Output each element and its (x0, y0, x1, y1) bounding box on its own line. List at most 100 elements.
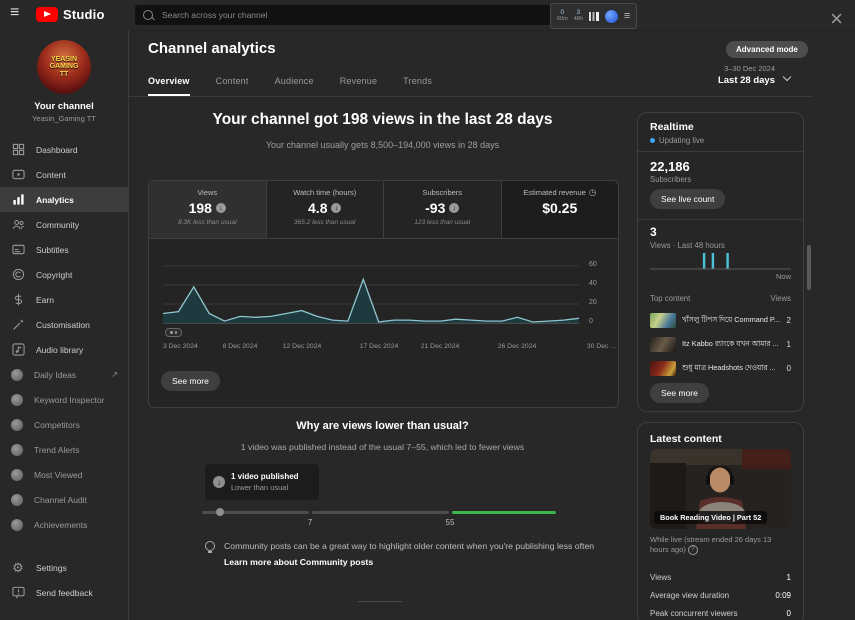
date-range-label: Last 28 days (717, 75, 775, 86)
brand-name: Studio (63, 7, 105, 22)
advanced-mode-button[interactable]: Advanced mode (726, 41, 808, 58)
close-icon[interactable]: × (830, 6, 843, 31)
tab-trends[interactable]: Trends (403, 76, 433, 86)
widget-menu-icon[interactable]: ≡ (623, 9, 631, 22)
tab-audience[interactable]: Audience (274, 76, 314, 86)
sidebar-item-customisation[interactable]: Customisation (0, 312, 128, 337)
help-icon[interactable]: ? (687, 545, 698, 556)
extension-circle-icon (11, 468, 23, 481)
top-content-views-header: Views (770, 294, 791, 303)
sidebar-item-community[interactable]: Community (0, 212, 128, 237)
range-min-label: 7 (307, 518, 313, 527)
community-tip-link[interactable]: Learn more about Community posts (224, 557, 374, 567)
sidebar-item-trend-alerts[interactable]: Trend Alerts (0, 437, 128, 462)
subscribers-count: 22,186 (650, 159, 690, 174)
see-more-button[interactable]: See more (650, 383, 709, 403)
analytics-tabs: Overview Content Audience Revenue Trends (148, 76, 432, 96)
search-icon (143, 10, 153, 20)
widget-chart-icon[interactable] (588, 11, 599, 21)
widget-stat-views: 0 60m (557, 9, 568, 22)
sidebar-item-settings[interactable]: ⚙ Settings (12, 560, 67, 575)
hamburger-menu-icon[interactable]: ≡ (10, 4, 20, 21)
widget-stat-hours: 3 48h (573, 9, 583, 22)
latest-video-status: While live (stream ended 26 days 13 hour… (650, 535, 772, 556)
topbar: ≡ Studio 0 60m 3 48h ≡ × (0, 0, 855, 31)
chevron-down-icon[interactable] (782, 72, 792, 82)
tab-overview[interactable]: Overview (148, 76, 190, 96)
sidebar-item-analytics[interactable]: Analytics (0, 187, 128, 212)
top-content-row[interactable]: Itz Kabbo র‍্যাংকে যখন আমার ... 1 (650, 335, 791, 354)
external-link-icon: ↗ (111, 370, 118, 379)
top-content-header: Top content (650, 294, 691, 303)
latest-content-card: Latest content Book Reading Video | Part… (637, 422, 804, 620)
widget-extension-icon[interactable] (604, 9, 618, 23)
see-live-count-button[interactable]: See live count (650, 189, 726, 209)
date-range-selector[interactable]: 3–30 Dec 2024 Last 28 days (640, 64, 775, 86)
channel-label: Your channel (34, 101, 94, 112)
scrollbar-thumb[interactable] (807, 245, 811, 290)
wand-icon (11, 318, 25, 332)
extension-circle-icon (11, 393, 23, 406)
search-bar[interactable] (135, 5, 559, 25)
search-input[interactable] (160, 9, 551, 21)
sidebar-item-daily-ideas[interactable]: Daily Ideas ↗ (0, 362, 128, 387)
subscribers-label: Subscribers (650, 175, 692, 184)
views-48h-count: 3 (650, 225, 657, 239)
sidebar-item-content[interactable]: Content (0, 162, 128, 187)
see-more-button[interactable]: See more (161, 371, 220, 391)
date-range-text: 3–30 Dec 2024 (724, 64, 775, 73)
metric-subscribers[interactable]: Subscribers -93 ↓ 123 less than usual (384, 181, 502, 238)
y-axis-tick: 0 (589, 318, 593, 325)
video-thumbnail (650, 313, 676, 328)
tab-revenue[interactable]: Revenue (339, 76, 378, 86)
top-content-row[interactable]: শুধু মাত্র Headshots দেওয়ার ... 0 (650, 359, 791, 378)
sidebar-item-earn[interactable]: Earn (0, 287, 128, 312)
trend-down-icon: ↓ (331, 203, 342, 213)
studio-logo[interactable]: Studio (36, 7, 105, 22)
x-axis-tick: 30 Dec ... (586, 343, 616, 350)
x-axis-tick: 17 Dec 2024 (359, 343, 399, 350)
latest-video-thumbnail[interactable]: Book Reading Video | Part 52 (650, 449, 791, 529)
down-arrow-circle-icon: ↓ (213, 476, 225, 488)
sidebar-footer: ⚙ Settings Send feedback (0, 555, 128, 605)
channel-avatar[interactable]: YEASIN GAMING TT (37, 40, 91, 94)
sidebar-item-copyright[interactable]: Copyright (0, 262, 128, 287)
analytics-card: Views 198 ↓ 8.3K less than usual Watch ti… (148, 180, 619, 408)
overview-subheadline: Your channel usually gets 8,500–194,000 … (265, 140, 500, 150)
sidebar-item-dashboard[interactable]: Dashboard (0, 137, 128, 162)
realtime-card: Realtime Updating live 22,186 Subscriber… (637, 112, 804, 412)
video-published-marker[interactable] (165, 328, 182, 337)
community-icon (11, 218, 25, 232)
dashboard-icon (11, 143, 25, 157)
x-axis-tick: 8 Dec 2024 (222, 343, 258, 350)
sidebar-item-achievements[interactable]: Achievements (0, 512, 128, 537)
tab-content[interactable]: Content (215, 76, 249, 86)
latest-stat-row: Peak concurrent viewers 0 (650, 609, 791, 618)
sidebar-item-keyword-inspector[interactable]: Keyword Inspector (0, 387, 128, 412)
metric-watch-time[interactable]: Watch time (hours) 4.8 ↓ 365.2 less than … (266, 181, 384, 238)
sidebar-item-channel-audit[interactable]: Channel Audit (0, 487, 128, 512)
content-icon (11, 168, 25, 182)
metric-estimated-revenue[interactable]: Estimated revenue ◷ $0.25 (501, 181, 618, 238)
extension-widget[interactable]: 0 60m 3 48h ≡ (550, 3, 638, 29)
range-track-high (452, 511, 556, 514)
views-48h-label: Views · Last 48 hours (650, 241, 725, 250)
metric-views[interactable]: Views 198 ↓ 8.3K less than usual (149, 181, 267, 238)
sidebar-item-subtitles[interactable]: Subtitles (0, 237, 128, 262)
sidebar-item-send-feedback[interactable]: Send feedback (0, 580, 128, 605)
divider (638, 151, 803, 152)
range-current-marker[interactable] (216, 508, 224, 516)
sidebar-item-most-viewed[interactable]: Most Viewed (0, 462, 128, 487)
page-title: Channel analytics (148, 40, 276, 57)
insight-subtitle: 1 video was published instead of the usu… (240, 442, 525, 452)
sidebar-item-audio-library[interactable]: Audio library (0, 337, 128, 362)
latest-content-title: Latest content (650, 433, 722, 445)
earn-icon (11, 293, 25, 307)
top-content-row[interactable]: খাঁসলু টিপস দিয়ে Command P... 2 (650, 311, 791, 330)
extension-circle-icon (11, 418, 23, 431)
sidebar-item-competitors[interactable]: Competitors (0, 412, 128, 437)
video-thumbnail (650, 361, 676, 376)
views-line-chart (162, 265, 580, 324)
gear-icon: ⚙ (12, 560, 24, 575)
extension-circle-icon (11, 518, 23, 531)
